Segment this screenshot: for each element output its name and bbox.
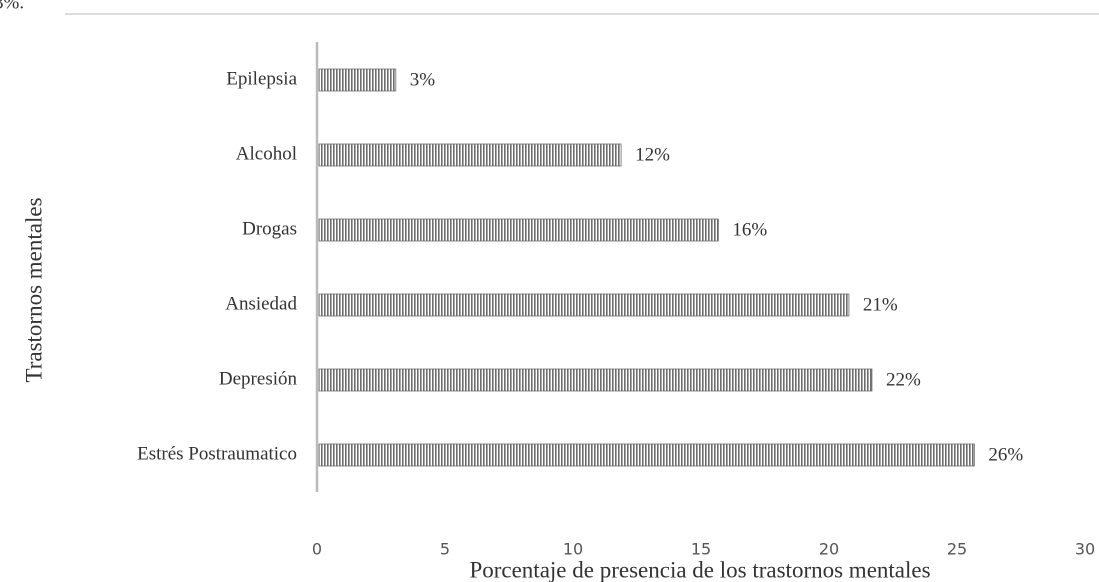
bar bbox=[318, 218, 719, 242]
x-tick-label: 25 bbox=[947, 540, 967, 559]
x-axis-title: Porcentaje de presencia de los trastorno… bbox=[469, 557, 930, 582]
annotation: 3%. bbox=[0, 0, 24, 13]
bar bbox=[318, 443, 975, 467]
y-tick-label: Depresión bbox=[219, 368, 298, 389]
data-label: 12% bbox=[635, 144, 670, 165]
data-label: 3% bbox=[410, 69, 436, 90]
y-tick-label: Alcohol bbox=[236, 143, 297, 164]
x-tick-label: 5 bbox=[440, 540, 450, 559]
bar bbox=[318, 368, 873, 392]
bar bbox=[318, 68, 397, 92]
x-tick-label: 0 bbox=[312, 540, 322, 559]
data-label: 26% bbox=[988, 444, 1023, 465]
x-tick-label: 20 bbox=[819, 540, 839, 559]
x-tick-label: 15 bbox=[691, 540, 711, 559]
x-tick-label: 30 bbox=[1075, 540, 1095, 559]
data-label: 22% bbox=[886, 369, 921, 390]
y-axis-title: Trastornos mentales bbox=[21, 197, 46, 382]
y-tick-label: Epilepsia bbox=[226, 68, 297, 89]
y-tick-label: Drogas bbox=[242, 218, 297, 239]
data-label: 16% bbox=[732, 219, 767, 240]
y-tick-label: Estrés Postraumatico bbox=[137, 443, 297, 464]
bar bbox=[318, 143, 622, 167]
bar bbox=[318, 293, 850, 317]
y-tick-label: Ansiedad bbox=[225, 293, 297, 314]
data-label: 21% bbox=[863, 294, 898, 315]
x-tick-label: 10 bbox=[563, 540, 583, 559]
